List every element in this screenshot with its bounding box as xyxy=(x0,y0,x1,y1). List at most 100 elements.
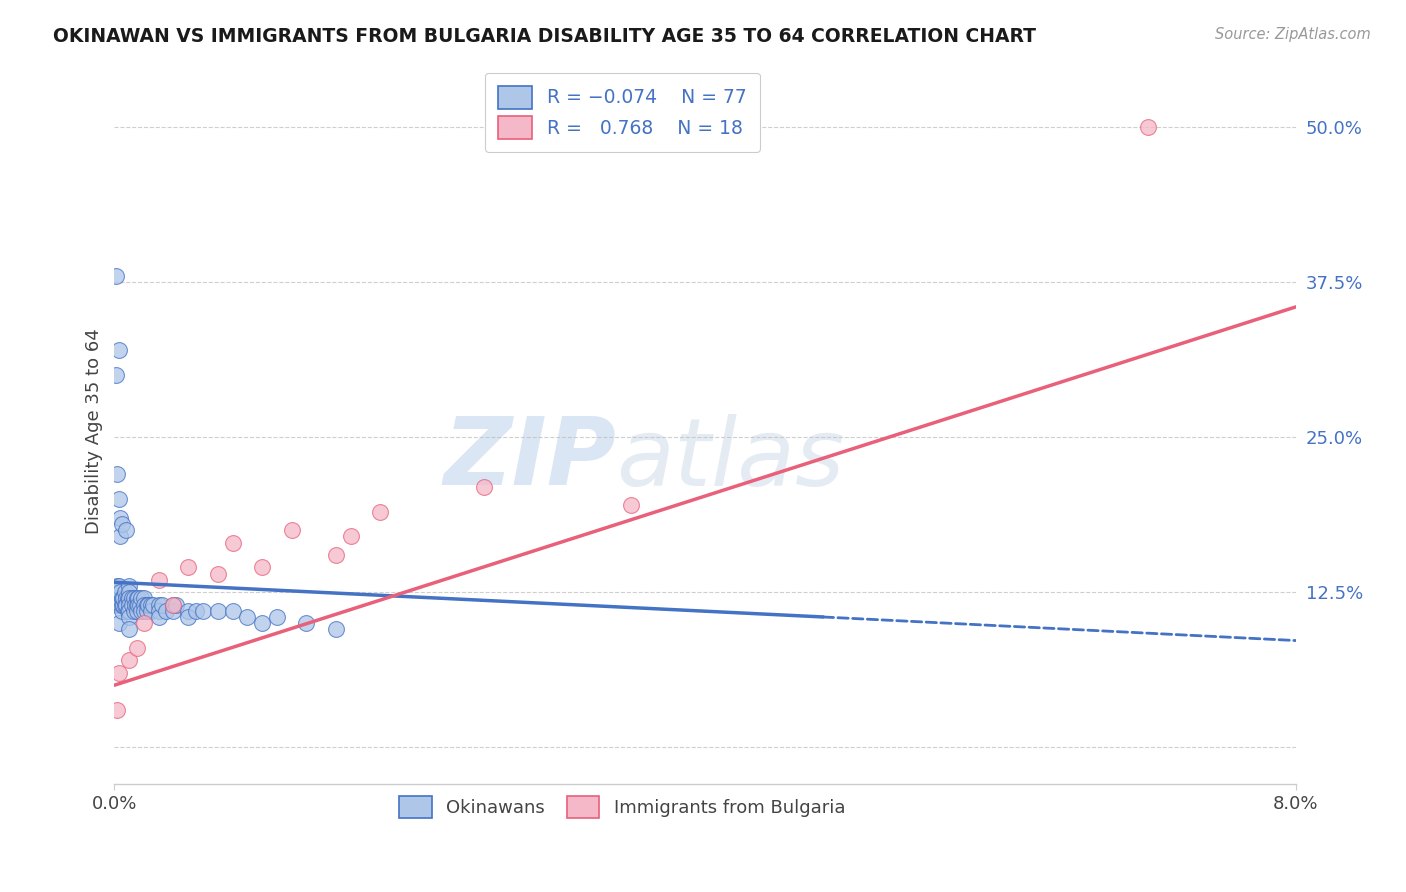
Point xyxy=(125,598,148,612)
Point xyxy=(104,368,127,383)
Point xyxy=(250,560,273,574)
Point xyxy=(141,598,163,612)
Point xyxy=(177,604,200,618)
Point xyxy=(110,529,132,543)
Text: ZIP: ZIP xyxy=(444,413,616,505)
Point xyxy=(122,604,145,618)
Point xyxy=(118,579,141,593)
Point xyxy=(110,510,132,524)
Point xyxy=(325,623,347,637)
Point xyxy=(280,523,302,537)
Point xyxy=(207,604,229,618)
Point xyxy=(165,598,187,612)
Point xyxy=(112,598,135,612)
Point xyxy=(118,598,141,612)
Point xyxy=(339,529,361,543)
Point xyxy=(118,653,141,667)
Point xyxy=(115,598,138,612)
Point xyxy=(118,604,141,618)
Point xyxy=(118,585,141,599)
Point xyxy=(115,591,138,606)
Point xyxy=(177,560,200,574)
Point xyxy=(266,610,288,624)
Point xyxy=(110,585,132,599)
Point xyxy=(221,535,243,549)
Point xyxy=(108,665,131,680)
Point xyxy=(125,591,148,606)
Point xyxy=(128,598,150,612)
Point xyxy=(125,640,148,655)
Point xyxy=(368,504,391,518)
Point xyxy=(150,598,173,612)
Point xyxy=(129,604,152,618)
Point xyxy=(117,604,139,618)
Point xyxy=(111,516,134,531)
Point xyxy=(125,604,148,618)
Point xyxy=(105,585,128,599)
Point xyxy=(118,623,141,637)
Point xyxy=(207,566,229,581)
Point xyxy=(105,598,128,612)
Point xyxy=(221,604,243,618)
Point xyxy=(105,467,128,482)
Point xyxy=(112,591,135,606)
Point xyxy=(138,598,160,612)
Point xyxy=(105,579,128,593)
Point xyxy=(129,591,152,606)
Text: OKINAWAN VS IMMIGRANTS FROM BULGARIA DISABILITY AGE 35 TO 64 CORRELATION CHART: OKINAWAN VS IMMIGRANTS FROM BULGARIA DIS… xyxy=(53,27,1036,45)
Point xyxy=(620,499,643,513)
Point xyxy=(177,610,200,624)
Point xyxy=(118,610,141,624)
Point xyxy=(155,604,177,618)
Point xyxy=(1137,120,1160,134)
Point xyxy=(135,604,157,618)
Y-axis label: Disability Age 35 to 64: Disability Age 35 to 64 xyxy=(86,328,103,533)
Point xyxy=(110,598,132,612)
Point xyxy=(118,591,141,606)
Text: Source: ZipAtlas.com: Source: ZipAtlas.com xyxy=(1215,27,1371,42)
Point xyxy=(121,591,143,606)
Point xyxy=(184,604,207,618)
Point xyxy=(141,604,163,618)
Point xyxy=(132,616,155,631)
Point xyxy=(104,268,127,283)
Point xyxy=(117,591,139,606)
Point xyxy=(105,703,128,717)
Point xyxy=(325,548,347,562)
Point xyxy=(148,573,170,587)
Point xyxy=(108,579,131,593)
Point xyxy=(127,591,149,606)
Point xyxy=(114,598,136,612)
Point xyxy=(135,598,157,612)
Point xyxy=(111,591,134,606)
Point xyxy=(295,616,318,631)
Point xyxy=(122,591,145,606)
Point xyxy=(148,598,170,612)
Point xyxy=(108,591,131,606)
Point xyxy=(162,598,184,612)
Point xyxy=(132,604,155,618)
Point xyxy=(132,598,155,612)
Point xyxy=(142,598,165,612)
Point xyxy=(148,604,170,618)
Point xyxy=(162,604,184,618)
Point xyxy=(111,604,134,618)
Point xyxy=(121,598,143,612)
Point xyxy=(127,598,149,612)
Text: atlas: atlas xyxy=(616,414,845,505)
Point xyxy=(108,343,131,358)
Legend: Okinawans, Immigrants from Bulgaria: Okinawans, Immigrants from Bulgaria xyxy=(392,789,852,825)
Point xyxy=(191,604,214,618)
Point xyxy=(124,598,146,612)
Point xyxy=(114,585,136,599)
Point xyxy=(111,598,134,612)
Point xyxy=(108,492,131,507)
Point xyxy=(472,480,495,494)
Point xyxy=(148,610,170,624)
Point xyxy=(108,616,131,631)
Point xyxy=(250,616,273,631)
Point xyxy=(236,610,259,624)
Point xyxy=(162,598,184,612)
Point xyxy=(132,591,155,606)
Point xyxy=(115,523,138,537)
